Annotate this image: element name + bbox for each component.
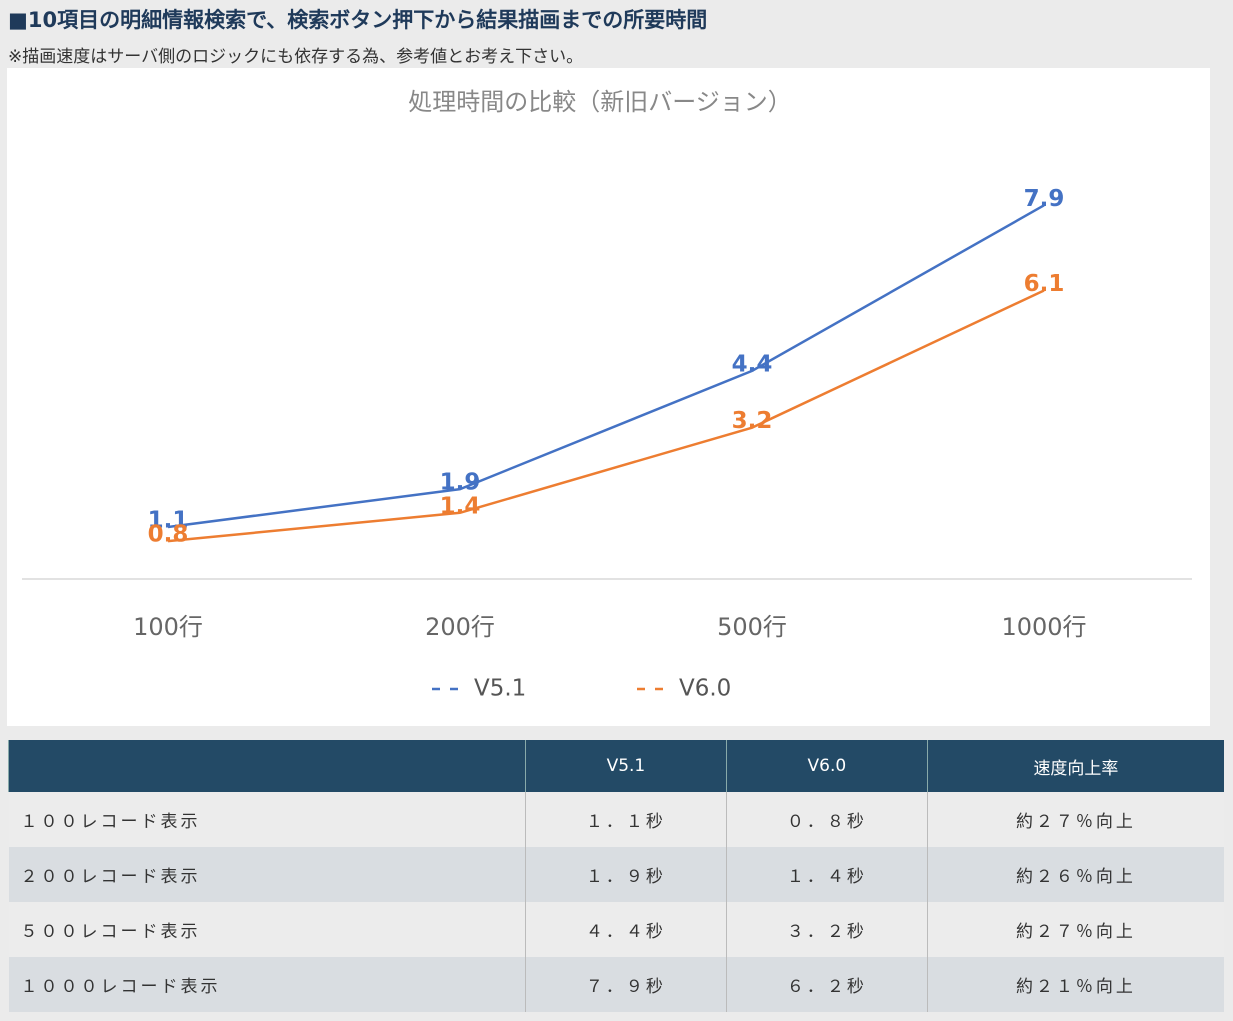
series-line — [167, 204, 1045, 529]
table-cell: ５００レコード表示 — [20, 922, 201, 942]
table-cell: ０．８秒 — [725, 792, 928, 847]
note: ※描画速度はサーバ側のロジックにも依存する為、参考値とお考え下さい。 — [8, 47, 584, 67]
data-label: 1.4 — [440, 493, 481, 519]
data-label: 0.8 — [148, 522, 189, 548]
data-label: 4.4 — [732, 351, 773, 377]
data-label: 1.1 — [148, 507, 189, 533]
x-tick-label: 1000行 — [1001, 613, 1086, 641]
chart-title: 処理時間の比較（新旧バージョン） — [408, 88, 792, 116]
data-label: 7.9 — [1024, 186, 1065, 212]
legend-label: V5.1 — [474, 676, 526, 702]
table-cell: 約２１％向上 — [926, 957, 1224, 1012]
table-row: １００レコード表示 １．１秒 ０．８秒 約２７％向上 — [8, 792, 1224, 847]
header-cell: 速度向上率 — [926, 740, 1224, 792]
table-cell: ７．９秒 — [524, 957, 727, 1012]
data-label: 1.9 — [440, 470, 481, 496]
table-cell: １０００レコード表示 — [20, 977, 221, 997]
header-cell: V5.1 — [524, 740, 727, 792]
x-tick-label: 500行 — [717, 613, 787, 641]
table-cell: １．１秒 — [524, 792, 727, 847]
table-row: ５００レコード表示 ４．４秒 ３．２秒 約２７％向上 — [8, 902, 1224, 957]
x-tick-label: 100行 — [133, 613, 203, 641]
series-line — [167, 289, 1045, 543]
table-row: ２００レコード表示 １．９秒 １．４秒 約２６％向上 — [8, 847, 1224, 902]
legend-label: V6.0 — [679, 676, 731, 702]
table-cell: １．９秒 — [524, 847, 727, 902]
table-cell: 約２６％向上 — [926, 847, 1224, 902]
table-cell: １００レコード表示 — [20, 812, 201, 832]
table: V5.1 V6.0 速度向上率 １００レコード表示 １．１秒 ０．８秒 約２７％向上 ２００… — [8, 740, 1224, 1012]
x-tick-label: 200行 — [425, 613, 495, 641]
table-cell: 約２７％向上 — [926, 902, 1224, 957]
heading: ■10項目の明細情報検索で、検索ボタン押下から結果描画までの所要時間 — [8, 8, 708, 32]
table-cell: ６．２秒 — [725, 957, 928, 1012]
chart: 処理時間の比較（新旧バージョン） 100行 200行 500行 1000行 1.1 1.9… — [7, 68, 1210, 726]
table-cell: ４．４秒 — [524, 902, 727, 957]
header-cell: V6.0 — [725, 740, 928, 792]
table-header: V5.1 V6.0 速度向上率 — [8, 740, 1224, 792]
table-row: １０００レコード表示 ７．９秒 ６．２秒 約２１％向上 — [8, 957, 1224, 1012]
header-cell — [8, 740, 526, 792]
table-cell: 約２７％向上 — [926, 792, 1224, 847]
data-label: 3.2 — [732, 408, 773, 434]
data-label: 6.1 — [1024, 271, 1065, 297]
table-cell: ２００レコード表示 — [20, 867, 201, 887]
table-cell: １．４秒 — [725, 847, 928, 902]
table-cell: ３．２秒 — [725, 902, 928, 957]
